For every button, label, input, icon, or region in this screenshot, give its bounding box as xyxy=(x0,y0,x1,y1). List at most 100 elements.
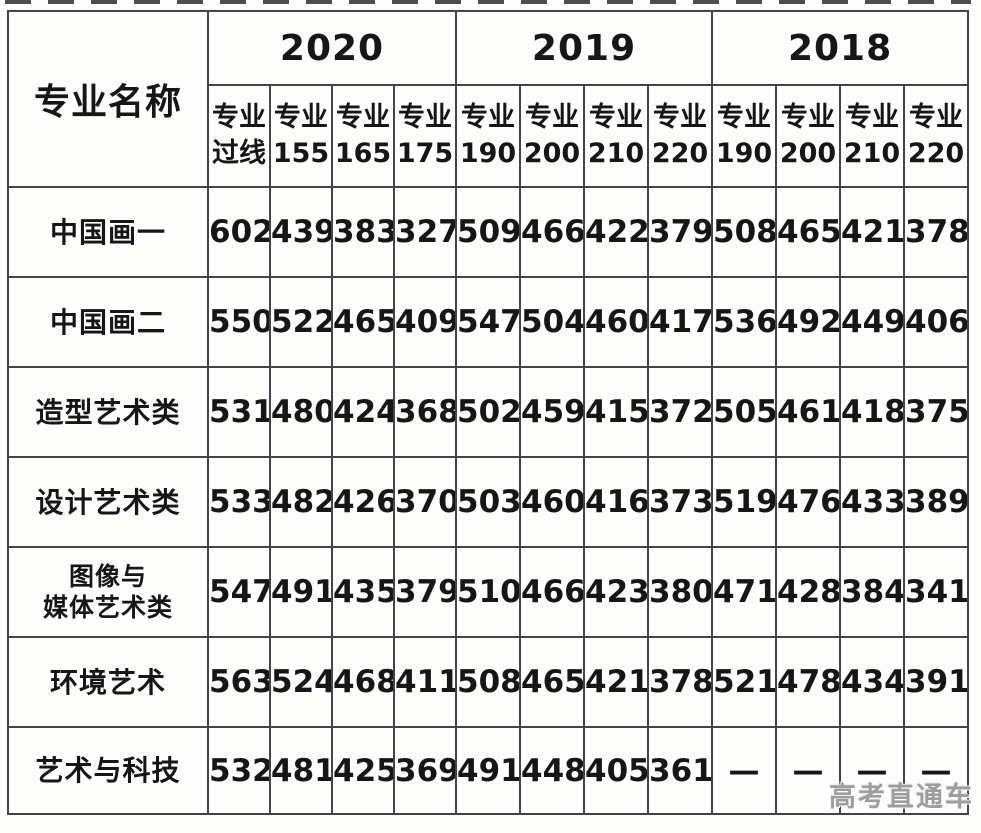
score-cell: 563 xyxy=(207,636,271,728)
score-cell: 416 xyxy=(583,456,650,548)
score-cell: 435 xyxy=(331,546,395,638)
score-cell: 468 xyxy=(331,636,395,728)
score-cell: 369 xyxy=(392,726,458,815)
score-cell: 379 xyxy=(647,186,714,278)
score-cell: 466 xyxy=(519,186,586,278)
score-cell: 492 xyxy=(775,276,842,368)
table-row: 环境艺术 563 524 468 411 508 465 421 378 521… xyxy=(7,636,970,728)
score-cell: 417 xyxy=(647,276,714,368)
score-cell: 471 xyxy=(711,546,778,638)
score-cell: 478 xyxy=(775,636,842,728)
score-cell: 465 xyxy=(519,636,586,728)
score-cell: 428 xyxy=(775,546,842,638)
sub-header: 专业 220 xyxy=(647,84,714,188)
dash-cell: — xyxy=(839,726,906,815)
sub-header: 专业 200 xyxy=(519,84,586,188)
name-column-header: 专业名称 xyxy=(7,10,209,188)
score-cell: 602 xyxy=(207,186,271,278)
score-cell: 482 xyxy=(269,456,333,548)
score-cell: 327 xyxy=(392,186,458,278)
score-cell: 448 xyxy=(519,726,586,815)
score-cell: 465 xyxy=(775,186,842,278)
sub-header: 专业 155 xyxy=(269,84,333,188)
row-label: 造型艺术类 xyxy=(7,366,209,458)
score-cell: 480 xyxy=(269,366,333,458)
sub-header: 专业 175 xyxy=(392,84,458,188)
table-row: 中国画二 550 522 465 409 547 504 460 417 536… xyxy=(7,276,970,368)
score-cell: 421 xyxy=(839,186,906,278)
sub-header: 专业 200 xyxy=(775,84,842,188)
score-cell: 510 xyxy=(455,546,522,638)
score-cell: 503 xyxy=(455,456,522,548)
row-label: 设计艺术类 xyxy=(7,456,209,548)
score-cell: 406 xyxy=(903,276,970,368)
score-cell: 519 xyxy=(711,456,778,548)
score-cell: 405 xyxy=(583,726,650,815)
score-cell: 491 xyxy=(269,546,333,638)
year-header-2018: 2018 xyxy=(711,10,970,86)
score-cell: 547 xyxy=(207,546,271,638)
dash-cell: — xyxy=(903,726,970,815)
year-header-2019: 2019 xyxy=(455,10,714,86)
score-cell: 423 xyxy=(583,546,650,638)
table-row: 图像与 媒体艺术类 547 491 435 379 510 466 423 38… xyxy=(7,546,970,638)
watermark: 高考直通车 xyxy=(829,782,974,813)
score-cell: 547 xyxy=(455,276,522,368)
score-cell: 373 xyxy=(647,456,714,548)
dash-cell: — xyxy=(711,726,778,815)
score-cell: 550 xyxy=(207,276,271,368)
score-cell: 380 xyxy=(647,546,714,638)
score-cell: 536 xyxy=(711,276,778,368)
score-cell: 415 xyxy=(583,366,650,458)
score-cell: 504 xyxy=(519,276,586,368)
sub-header: 专业 210 xyxy=(583,84,650,188)
score-cell: 424 xyxy=(331,366,395,458)
sub-header: 专业 190 xyxy=(711,84,778,188)
sub-header: 专业 220 xyxy=(903,84,970,188)
score-cell: 449 xyxy=(839,276,906,368)
score-cell: 372 xyxy=(647,366,714,458)
score-cell: 411 xyxy=(392,636,458,728)
score-cell: 508 xyxy=(711,186,778,278)
score-cell: 421 xyxy=(583,636,650,728)
score-cell: 368 xyxy=(392,366,458,458)
score-cell: 509 xyxy=(455,186,522,278)
score-cell: 476 xyxy=(775,456,842,548)
sub-header-row: 专业 过线 专业 155 专业 165 专业 175 专业 190 专业 200… xyxy=(8,84,970,188)
score-cell: 508 xyxy=(455,636,522,728)
score-cell: 422 xyxy=(583,186,650,278)
row-label: 艺术与科技 xyxy=(7,726,209,815)
row-label: 中国画二 xyxy=(7,276,209,368)
score-cell: 460 xyxy=(583,276,650,368)
score-cell: 524 xyxy=(269,636,333,728)
score-cell: 465 xyxy=(331,276,395,368)
score-cell: 425 xyxy=(331,726,395,815)
table-row: 造型艺术类 531 480 424 368 502 459 415 372 50… xyxy=(7,366,970,458)
sub-header: 专业 过线 xyxy=(207,84,271,188)
score-cell: 378 xyxy=(647,636,714,728)
score-cell: 409 xyxy=(392,276,458,368)
score-cell: 481 xyxy=(269,726,333,815)
score-cell: 384 xyxy=(839,546,906,638)
table-row: 中国画一 602 439 383 327 509 466 422 379 508… xyxy=(7,186,970,278)
cropped-row-artifact xyxy=(5,0,971,4)
score-cell: 522 xyxy=(269,276,333,368)
score-cell: 433 xyxy=(839,456,906,548)
sub-header: 专业 190 xyxy=(455,84,522,188)
score-cell: 491 xyxy=(455,726,522,815)
score-cell: 375 xyxy=(903,366,970,458)
row-label: 图像与 媒体艺术类 xyxy=(7,546,209,638)
sub-header: 专业 165 xyxy=(331,84,395,188)
score-cell: 505 xyxy=(711,366,778,458)
row-label: 中国画一 xyxy=(7,186,209,278)
score-cell: 389 xyxy=(903,456,970,548)
score-table: 专业名称 2020 2019 2018 专业 过线 专业 155 专业 165 … xyxy=(7,10,970,815)
year-header-2020: 2020 xyxy=(206,10,458,86)
score-cell: 439 xyxy=(269,186,333,278)
score-cell: 502 xyxy=(455,366,522,458)
score-cell: 460 xyxy=(519,456,586,548)
score-cell: 461 xyxy=(775,366,842,458)
score-cell: 418 xyxy=(839,366,906,458)
dash-cell: — xyxy=(775,726,842,815)
sub-header: 专业 210 xyxy=(839,84,906,188)
